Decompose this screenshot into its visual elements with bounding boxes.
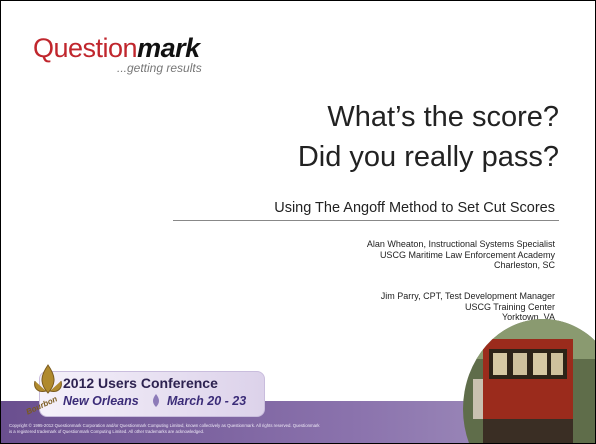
- streetcar-photo: [463, 319, 595, 443]
- title-line: Did you really pass?: [298, 141, 559, 174]
- slide: Questionmark ...getting results What’s t…: [0, 0, 596, 444]
- fleur-icon-small: [149, 393, 163, 409]
- logo: Questionmark: [33, 33, 200, 64]
- presenter: Alan Wheaton, Instructional Systems Spec…: [367, 239, 555, 271]
- title-line: What’s the score?: [327, 101, 559, 134]
- presenter-line: USCG Maritime Law Enforcement Academy: [367, 250, 555, 261]
- presenter-line: Charleston, SC: [367, 260, 555, 271]
- copyright-line: Copyright © 1995-2012 Questionmark Corpo…: [9, 423, 320, 428]
- logo-mark: mark: [137, 33, 200, 63]
- presenter-line: Jim Parry, CPT, Test Development Manager: [381, 291, 555, 302]
- conference-city: New Orleans: [63, 394, 139, 408]
- conference-name: 2012 Users Conference: [63, 375, 218, 391]
- subtitle: Using The Angoff Method to Set Cut Score…: [274, 200, 555, 216]
- conference-date: March 20 - 23: [167, 394, 246, 408]
- presenter-line: Alan Wheaton, Instructional Systems Spec…: [367, 239, 555, 250]
- logo-question: Question: [33, 33, 137, 63]
- divider: [173, 220, 559, 221]
- logo-tagline: ...getting results: [117, 61, 202, 75]
- presenter: Jim Parry, CPT, Test Development Manager…: [381, 291, 555, 323]
- copyright-line: is a registered trademark of Questionmar…: [9, 429, 204, 434]
- presenter-line: USCG Training Center: [381, 302, 555, 313]
